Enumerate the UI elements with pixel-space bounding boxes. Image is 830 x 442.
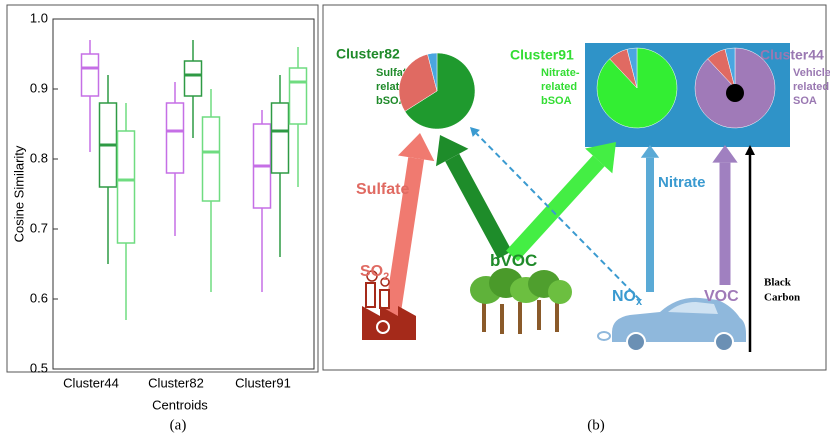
box: [272, 103, 289, 173]
source-label: Carbon: [764, 292, 800, 304]
source-label: VOC: [704, 288, 739, 305]
x-axis-label: Centroids: [152, 397, 208, 412]
y-tick-label: 1.0: [30, 10, 48, 25]
box: [203, 117, 220, 201]
arrow-shaft: [452, 158, 505, 255]
pie-label: related: [541, 81, 577, 93]
y-tick-label: 0.8: [30, 150, 48, 165]
box: [290, 68, 307, 124]
arrow-head: [712, 145, 737, 163]
pie-label: SOA: [793, 95, 817, 107]
box: [118, 131, 135, 243]
source-label: bVOC: [490, 251, 537, 270]
plot-frame: [53, 19, 314, 369]
panel-caption: (a): [170, 417, 187, 433]
pie-label: bSOA: [541, 95, 572, 107]
x-tick-label: Cluster44: [63, 375, 119, 390]
pie-title: Cluster44: [760, 47, 824, 63]
box: [185, 61, 202, 96]
black-carbon-core: [726, 84, 744, 102]
y-tick-label: 0.6: [30, 290, 48, 305]
pie-label: related: [793, 81, 829, 93]
source-label: SO2: [360, 263, 389, 283]
pathway-label: Sulfate: [356, 181, 409, 198]
y-tick-label: 0.9: [30, 80, 48, 95]
source-label: NOx: [612, 288, 643, 308]
car-icon: [598, 298, 746, 351]
y-tick-label: 0.7: [30, 220, 48, 235]
panel-caption: (b): [587, 417, 605, 433]
pie-label: Vehicle-: [793, 67, 830, 79]
y-tick-label: 0.5: [30, 360, 48, 375]
pie-label: Nitrate-: [541, 67, 580, 79]
x-tick-label: Cluster82: [148, 375, 204, 390]
pie-title: Cluster82: [336, 46, 400, 62]
panel-a-frame: [7, 5, 318, 372]
pathway-label: Nitrate: [658, 174, 706, 191]
arrow-shaft: [512, 161, 599, 256]
figure: Cosine Similarity Centroids (a) (b) Clus…: [0, 0, 830, 437]
pie-title: Cluster91: [510, 47, 574, 63]
trees-icon: [470, 268, 572, 334]
x-tick-label: Cluster91: [235, 375, 291, 390]
box: [82, 54, 99, 96]
arrow-head: [398, 133, 434, 161]
y-axis-label: Cosine Similarity: [11, 145, 26, 242]
source-label: Black: [764, 277, 792, 289]
box: [167, 103, 184, 173]
